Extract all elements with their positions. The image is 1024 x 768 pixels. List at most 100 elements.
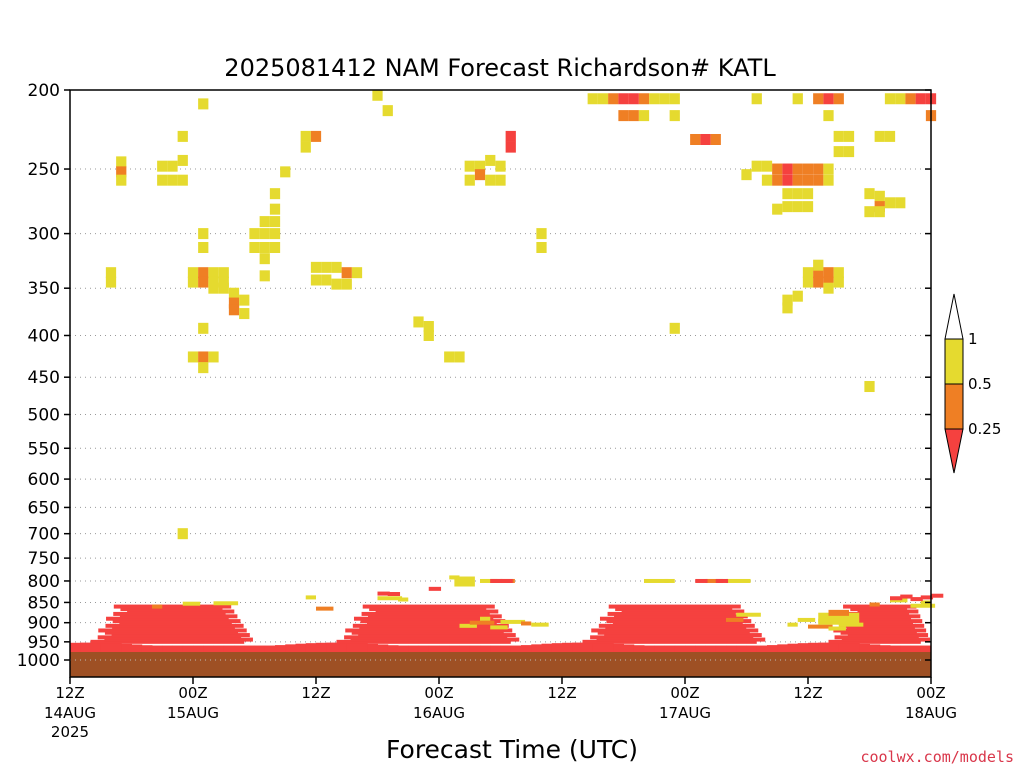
heatmap-cell — [464, 160, 475, 172]
x-tick-label: 00Z — [424, 684, 453, 702]
colorbar: 1 0.5 0.25 — [944, 293, 1001, 474]
boundary-layer-cell — [398, 645, 409, 655]
heatmap-cell — [269, 241, 281, 253]
y-tick-label: 700 — [28, 525, 60, 545]
boundary-layer-cell — [90, 639, 245, 644]
boundary-layer-cell — [358, 633, 516, 638]
x-tick-label: 00Z — [916, 684, 945, 702]
heatmap-cell — [198, 362, 209, 374]
boundary-layer-cell — [591, 628, 759, 633]
heatmap-cell — [249, 228, 260, 240]
heatmap-cell — [772, 163, 783, 175]
heatmap-cell — [218, 276, 229, 288]
boundary-layer-cell — [562, 642, 573, 655]
boundary-layer-cell — [849, 643, 860, 655]
heatmap-cell — [874, 206, 885, 218]
boundary-layer-cell — [375, 609, 499, 614]
heatmap-cell — [228, 287, 240, 299]
boundary-layer-cell — [387, 592, 401, 597]
boundary-layer-cell — [454, 576, 475, 587]
heatmap-cell — [884, 93, 896, 105]
credit-text[interactable]: coolwx.com/models — [860, 748, 1014, 766]
boundary-layer-cell — [490, 578, 503, 583]
boundary-layer-cell — [152, 604, 163, 609]
heatmap-cell — [187, 351, 199, 363]
boundary-layer-cell — [106, 616, 229, 621]
boundary-layer-cell — [439, 645, 450, 655]
boundary-layer-cell — [920, 645, 932, 655]
heatmap-cell — [198, 241, 209, 253]
heatmap-cell — [710, 133, 721, 145]
heatmap-cell — [669, 110, 680, 122]
boundary-layer-cell — [623, 644, 635, 655]
heatmap-cell — [772, 174, 783, 186]
heatmap-cell — [628, 93, 639, 105]
y-tick-label: 250 — [28, 160, 60, 180]
heatmap-cell — [915, 93, 926, 105]
ground-band — [70, 652, 931, 677]
boundary-layer-cell — [387, 645, 399, 655]
heatmap-cell — [628, 110, 639, 122]
boundary-layer-cell — [767, 645, 778, 655]
boundary-layer-cell — [869, 602, 880, 607]
heatmap-cell — [802, 163, 814, 175]
boundary-layer-cell — [316, 642, 327, 655]
y-axis: 200 250 300 350 400 450 500 550 600 650 700 750 8008… — [17, 81, 931, 671]
boundary-layer-cell — [362, 604, 495, 609]
heatmap-cell — [331, 278, 342, 290]
boundary-layer-cell — [847, 633, 929, 638]
boundary-layer-cell — [551, 643, 563, 655]
boundary-layer-cell — [119, 614, 238, 619]
boundary-layer-cell — [607, 611, 736, 616]
x-tick-label: 00Z — [178, 684, 207, 702]
boundary-layer-cell — [213, 645, 225, 655]
boundary-layer-cell — [531, 644, 542, 655]
boundary-layer-cell — [590, 635, 754, 640]
boundary-layer-cell — [828, 609, 849, 616]
boundary-layer-cell — [910, 597, 923, 602]
heatmap-cell — [187, 276, 199, 288]
boundary-layer-cell — [172, 645, 184, 655]
y-tick-label: 400 — [28, 326, 60, 346]
boundary-layer-cell — [736, 612, 761, 617]
heatmap-cell — [823, 93, 834, 105]
boundary-layer-cell — [131, 644, 143, 655]
boundary-layer-cell — [597, 630, 750, 635]
heatmap-cell — [505, 130, 516, 142]
heatmap-cell — [495, 160, 506, 172]
heatmap-cell — [208, 267, 219, 279]
y-tick-label: 200 — [28, 81, 60, 101]
heatmap-cell — [228, 297, 240, 309]
boundary-layer-cell — [726, 645, 737, 655]
heatmap-cell — [259, 228, 270, 240]
heatmap-cell — [495, 174, 506, 186]
heatmap-cell — [659, 93, 670, 105]
heatmap-cell — [167, 160, 178, 172]
x-tick-date: 18AUG — [905, 704, 957, 722]
heatmap-cell — [895, 197, 906, 209]
heatmap-cell — [669, 93, 680, 105]
heatmap-cell — [464, 174, 475, 186]
boundary-layer-cell — [614, 614, 748, 619]
boundary-layer-cell — [644, 645, 655, 655]
colorbar-bin — [944, 338, 964, 385]
boundary-layer-cell — [834, 635, 919, 640]
boundary-layer-cell — [838, 616, 912, 621]
heatmap-cell — [310, 130, 322, 142]
boundary-layer-cell — [182, 601, 201, 606]
heatmap-cell — [444, 351, 455, 363]
boundary-layer-cell — [346, 642, 358, 655]
y-tick-label: 800 — [28, 572, 60, 592]
boundary-layer-cell — [879, 645, 891, 655]
boundary-layer-cell — [910, 645, 922, 655]
heatmap-cell — [208, 276, 219, 288]
boundary-layer-cell — [890, 598, 908, 603]
colorbar-label: 1 — [968, 330, 978, 348]
boundary-layer-cell — [357, 643, 368, 655]
heatmap-cell — [269, 203, 281, 215]
heatmap-cell — [751, 93, 762, 105]
boundary-layer-cell — [615, 607, 733, 612]
heatmap-cell — [341, 267, 352, 279]
boundary-layer-cell — [80, 642, 91, 655]
